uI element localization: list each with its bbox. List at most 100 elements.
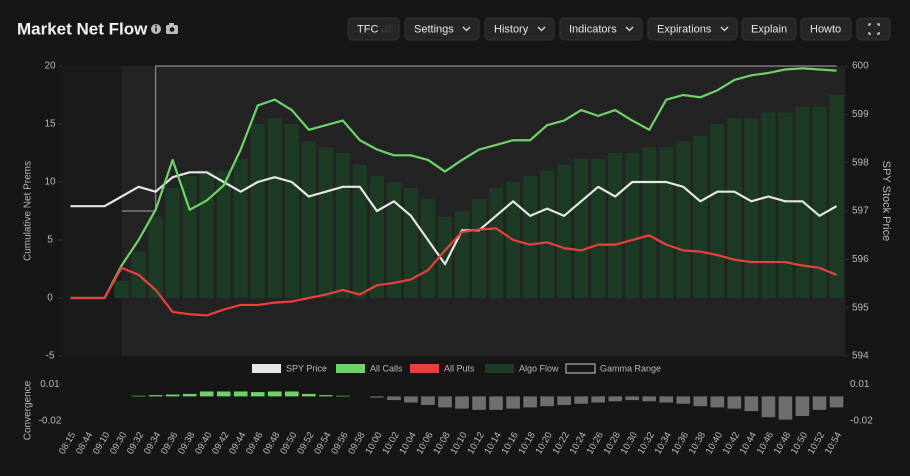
- algo-bar: [199, 170, 214, 298]
- series-line: [70, 171, 838, 266]
- toolbar-button[interactable]: History: [484, 17, 555, 41]
- button-label: Indicators: [569, 23, 617, 35]
- y-tick-label: -5: [46, 351, 55, 362]
- convergence-bar: [659, 396, 674, 403]
- y2-tick-label: 0.01: [850, 379, 870, 390]
- algo-bar: [301, 141, 316, 298]
- algo-bar: [335, 153, 351, 298]
- signal-bar: [380, 29, 384, 33]
- convergence-bar: [574, 396, 588, 404]
- info-icon[interactable]: [151, 24, 161, 34]
- gamma-line: [121, 65, 837, 212]
- signal-bar: [383, 27, 387, 33]
- algo-bar: [454, 211, 470, 298]
- convergence-bar: [455, 396, 469, 409]
- y2-tick-label: 595: [852, 302, 869, 313]
- y-tick-label: 5: [47, 235, 53, 246]
- convergence-bar: [727, 396, 742, 409]
- convergence-bar: [829, 396, 844, 408]
- toolbar-button[interactable]: Indicators: [559, 17, 643, 41]
- legend-label: All Puts: [444, 363, 475, 373]
- y2-tick-label: 600: [852, 61, 869, 72]
- y2-tick-label: 597: [852, 206, 869, 217]
- fullscreen-button[interactable]: [856, 17, 891, 41]
- algo-bar: [693, 135, 708, 298]
- y2-tick-label: 598: [852, 157, 869, 168]
- convergence-bar: [336, 395, 350, 397]
- algo-bar: [352, 164, 368, 298]
- button-label: Settings: [414, 23, 454, 35]
- button-bg: [404, 17, 480, 41]
- algo-bar: [556, 164, 572, 298]
- button-label: Explain: [751, 23, 787, 35]
- y2-tick-label: 594: [852, 351, 869, 362]
- y2-tick-label: 599: [852, 109, 869, 120]
- button-label: Expirations: [657, 23, 712, 35]
- y2-tick-label: 596: [852, 254, 869, 265]
- convergence-bar: [216, 391, 231, 397]
- camera-icon[interactable]: [166, 23, 178, 34]
- algo-bar: [642, 147, 657, 298]
- algo-bar: [318, 147, 333, 298]
- legend-label: Algo Flow: [519, 363, 559, 373]
- y2-tick-label: -0.02: [850, 416, 873, 427]
- legend-label: All Calls: [370, 363, 403, 373]
- legend-swatch: [485, 364, 514, 373]
- algo-bar: [812, 106, 827, 298]
- chevron: [537, 26, 546, 32]
- algo-bar: [437, 216, 453, 298]
- convergence-bar: [421, 396, 435, 405]
- convergence-bar: [319, 395, 333, 397]
- convergence-bar: [744, 396, 759, 412]
- toolbar-button[interactable]: Explain: [741, 17, 797, 41]
- y2-axis-label: SPY Stock Price: [880, 161, 892, 242]
- convergence-bar: [642, 396, 657, 402]
- button-bg: [347, 17, 400, 41]
- algo-bar: [676, 141, 691, 298]
- algo-bar: [710, 124, 725, 298]
- toolbar-button[interactable]: TFC: [347, 17, 400, 41]
- convergence-bar: [778, 396, 793, 420]
- convergence-bar: [302, 393, 316, 397]
- algo-bar: [539, 170, 555, 298]
- signal-bar: [386, 25, 390, 33]
- algo-bar: [267, 118, 282, 298]
- convergence-bar: [523, 396, 537, 408]
- convergence-bar: [438, 396, 452, 408]
- legend-label: SPY Price: [286, 363, 327, 373]
- convergence-bar: [284, 391, 299, 397]
- toolbar-button[interactable]: Howto: [800, 17, 852, 41]
- convergence-bar: [267, 391, 282, 397]
- convergence-bar: [404, 396, 418, 403]
- chevron: [625, 26, 634, 32]
- algo-bar: [761, 112, 776, 299]
- algo-bar: [250, 124, 265, 298]
- series-line: [70, 67, 837, 300]
- algo-bar: [165, 187, 180, 298]
- button-bg: [484, 17, 555, 41]
- button-label: Howto: [810, 23, 841, 35]
- convergence-bar: [812, 396, 827, 410]
- toolbar-button[interactable]: Expirations: [647, 17, 738, 41]
- convergence-bar: [608, 396, 623, 402]
- convergence-bar: [557, 396, 571, 405]
- y-axis-label: Convergence: [23, 380, 34, 440]
- signal-bar: [389, 23, 393, 33]
- legend-label: Gamma Range: [600, 363, 661, 373]
- convergence-bar: [370, 396, 384, 398]
- convergence-bar: [693, 396, 708, 407]
- convergence-bar: [182, 393, 197, 397]
- convergence-bar: [233, 391, 248, 397]
- algo-bar: [284, 124, 299, 298]
- convergence-bar: [676, 396, 691, 404]
- convergence-bar: [165, 394, 180, 397]
- toolbar-button[interactable]: Settings: [404, 17, 480, 41]
- legend-swatch: [410, 364, 439, 373]
- chevron: [720, 26, 729, 32]
- algo-bar: [625, 153, 640, 298]
- convergence-bar: [540, 396, 554, 407]
- x-tick-label: 10:54: [823, 430, 844, 456]
- algo-bar: [574, 158, 589, 298]
- algo-bar: [386, 182, 402, 298]
